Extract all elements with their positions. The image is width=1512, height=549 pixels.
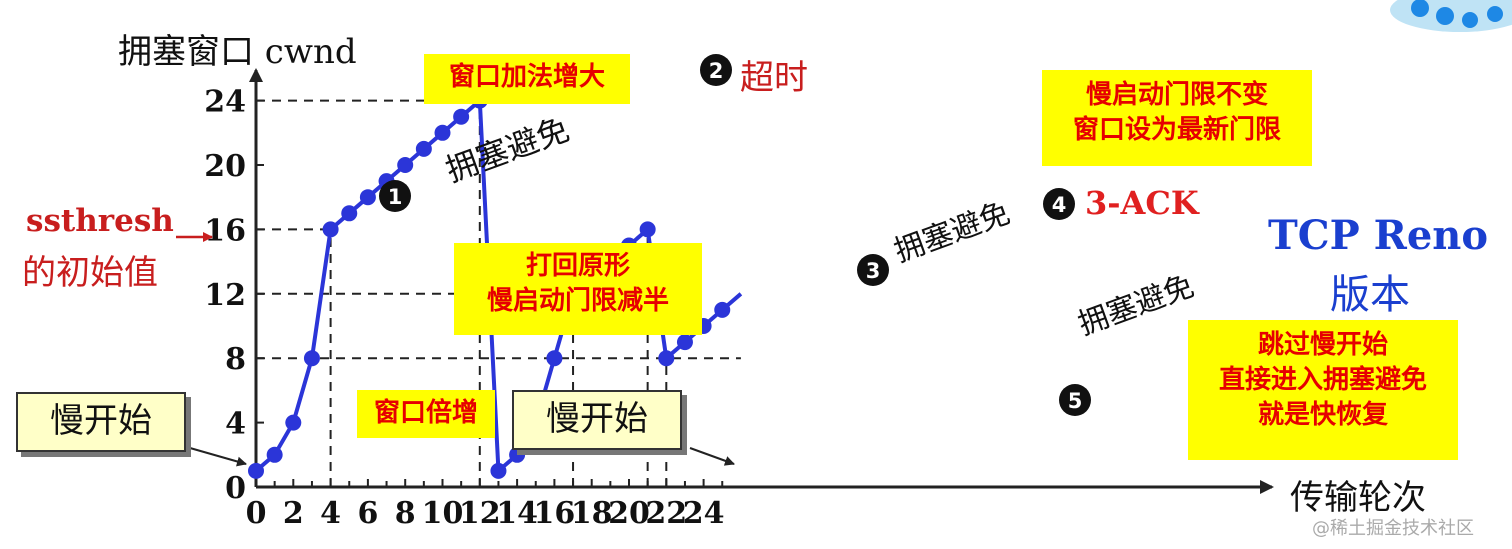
box-multiplicative: 窗口倍增 (357, 390, 495, 438)
marker-5: 5 (1059, 384, 1091, 416)
cwnd-point-3 (303, 350, 320, 367)
cwnd-point-8 (397, 157, 414, 173)
x-tick-label-22: 22 (645, 496, 687, 531)
marker-3-label: 3 (866, 259, 881, 283)
tcp-reno-title: TCP Reno (1268, 212, 1489, 259)
box-additive-increase-text: 窗口加法增大 (448, 62, 605, 92)
cwnd-point-22 (658, 350, 675, 367)
x-tick-label-24: 24 (683, 496, 725, 531)
x-tick-label-8: 8 (395, 496, 416, 531)
box-fast-recovery-line2: 直接进入拥塞避免 (1218, 365, 1427, 396)
y-axis-title: 拥塞窗口 cwnd (118, 32, 357, 72)
y-tick-label-12: 12 (204, 278, 246, 313)
x-axis-title: 传输轮次 (1290, 478, 1426, 518)
x-tick-label-10: 10 (422, 496, 464, 531)
slow-start-pointer-1 (189, 447, 247, 467)
cwnd-point-13 (490, 462, 507, 479)
cwnd-point-0 (248, 462, 264, 479)
x-tick-label-2: 2 (283, 496, 304, 531)
cwnd-point-21 (639, 221, 656, 238)
ssthresh-label: ssthresh (26, 203, 174, 239)
marker-2: 2 (700, 54, 732, 86)
box-threshold-same-line2: 窗口设为最新门限 (1072, 115, 1281, 146)
three-ack-label: 3-ACK (1085, 184, 1199, 222)
cwnd-point-6 (359, 189, 376, 206)
cwnd-point-25 (714, 301, 731, 318)
cwnd-point-1 (266, 446, 283, 463)
congestion-avoidance-label-2: 拥塞避免 (890, 196, 1015, 270)
slow-start-box-1: 慢开始 (16, 392, 186, 452)
corner-decoration (1390, 0, 1512, 32)
marker-1-label: 1 (388, 185, 403, 209)
y-tick-label-0: 0 (225, 471, 246, 506)
box-fast-recovery-line3: 就是快恢复 (1257, 400, 1388, 431)
marker-4: 4 (1043, 188, 1075, 220)
cwnd-point-4 (322, 221, 339, 238)
slow-start-box-2-text: 慢开始 (546, 399, 648, 439)
marker-4-label: 4 (1052, 193, 1067, 217)
y-tick-label-8: 8 (225, 342, 246, 377)
x-tick-label-4: 4 (320, 496, 341, 531)
ssthresh-initial-label: 的初始值 (22, 253, 158, 293)
cwnd-point-11 (453, 108, 470, 125)
x-tick-label-14: 14 (496, 496, 538, 531)
slow-start-box-1-text: 慢开始 (50, 401, 152, 441)
slow-start-pointer-2 (689, 447, 735, 466)
congestion-avoidance-label-3: 拥塞避免 (1074, 269, 1199, 343)
y-tick-label-4: 4 (225, 407, 246, 442)
y-tick-label-20: 20 (204, 149, 246, 184)
box-fast-recovery-line1: 跳过慢开始 (1257, 330, 1388, 360)
box-reset-line1: 打回原形 (525, 251, 630, 281)
cwnd-point-10 (434, 124, 451, 141)
box-reset-line2: 慢启动门限减半 (486, 286, 669, 317)
cwnd-point-23 (676, 334, 693, 351)
cwnd-point-9 (415, 140, 432, 157)
marker-5-label: 5 (1068, 389, 1083, 413)
x-tick-label-6: 6 (357, 496, 378, 531)
cwnd-point-14 (509, 446, 526, 463)
box-threshold-same: 慢启动门限不变 窗口设为最新门限 (1042, 70, 1312, 166)
x-tick-label-0: 0 (246, 496, 267, 531)
cwnd-point-5 (341, 205, 358, 222)
cwnd-point-2 (285, 414, 302, 431)
box-threshold-same-line1: 慢启动门限不变 (1085, 80, 1268, 110)
box-additive-increase: 窗口加法增大 (424, 54, 630, 104)
box-reset: 打回原形 慢启动门限减半 (454, 243, 702, 335)
watermark: @稀土掘金技术社区 (1312, 518, 1474, 539)
y-tick-label-16: 16 (204, 213, 246, 248)
box-fast-recovery: 跳过慢开始 直接进入拥塞避免 就是快恢复 (1188, 320, 1458, 460)
timeout-label: 超时 (740, 58, 808, 98)
box-multiplicative-text: 窗口倍增 (373, 398, 478, 428)
marker-1: 1 (379, 180, 411, 212)
x-tick-label-18: 18 (571, 496, 613, 531)
marker-2-label: 2 (709, 59, 724, 83)
slow-start-box-2: 慢开始 (512, 390, 682, 450)
x-tick-label-16: 16 (534, 496, 576, 531)
x-tick-label-12: 12 (459, 496, 501, 531)
x-tick-label-20: 20 (608, 496, 650, 531)
tcp-reno-version: 版本 (1330, 272, 1410, 318)
marker-3: 3 (857, 254, 889, 286)
cwnd-point-16 (546, 350, 563, 367)
y-tick-label-24: 24 (204, 85, 246, 120)
